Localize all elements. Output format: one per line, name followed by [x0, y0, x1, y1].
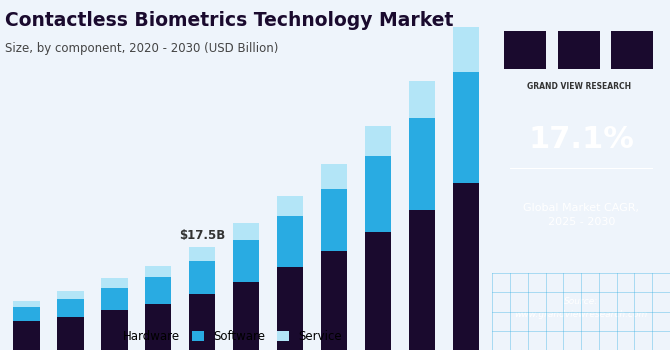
Bar — [101, 288, 127, 310]
Bar — [321, 251, 347, 350]
Bar — [13, 307, 40, 321]
Bar — [233, 223, 259, 240]
Bar — [189, 261, 216, 294]
Bar — [453, 72, 479, 183]
Bar — [101, 278, 127, 288]
Bar — [145, 304, 172, 350]
Bar — [233, 282, 259, 350]
Text: Source:
www.grandviewresearch.com: Source: www.grandviewresearch.com — [515, 297, 648, 319]
Bar — [409, 210, 436, 350]
Bar — [321, 164, 347, 189]
Bar — [365, 156, 391, 232]
Text: Size, by component, 2020 - 2030 (USD Billion): Size, by component, 2020 - 2030 (USD Bil… — [5, 42, 278, 55]
Bar — [145, 277, 172, 304]
Bar — [277, 196, 304, 216]
FancyBboxPatch shape — [505, 31, 546, 69]
Bar — [189, 294, 216, 350]
Bar — [13, 301, 40, 307]
Bar — [145, 266, 172, 277]
Bar — [101, 310, 127, 350]
Bar — [189, 247, 216, 261]
Bar — [57, 291, 84, 299]
Bar — [57, 299, 84, 317]
Text: 17.1%: 17.1% — [528, 126, 634, 154]
Bar — [453, 183, 479, 350]
Bar — [321, 189, 347, 251]
Bar — [277, 216, 304, 267]
Text: $17.5B: $17.5B — [179, 229, 225, 242]
Bar — [365, 126, 391, 156]
Bar — [233, 240, 259, 282]
Text: Global Market CAGR,
2025 - 2030: Global Market CAGR, 2025 - 2030 — [523, 203, 639, 227]
Bar — [57, 317, 84, 350]
Legend: Hardware, Software, Service: Hardware, Software, Service — [97, 325, 346, 348]
FancyBboxPatch shape — [611, 31, 653, 69]
Bar — [13, 321, 40, 350]
Text: Contactless Biometrics Technology Market: Contactless Biometrics Technology Market — [5, 10, 454, 29]
Bar — [453, 27, 479, 72]
Bar — [277, 267, 304, 350]
Bar — [365, 232, 391, 350]
Text: GRAND VIEW RESEARCH: GRAND VIEW RESEARCH — [527, 82, 632, 91]
Bar — [409, 81, 436, 118]
FancyBboxPatch shape — [557, 31, 600, 69]
Bar — [409, 118, 436, 210]
